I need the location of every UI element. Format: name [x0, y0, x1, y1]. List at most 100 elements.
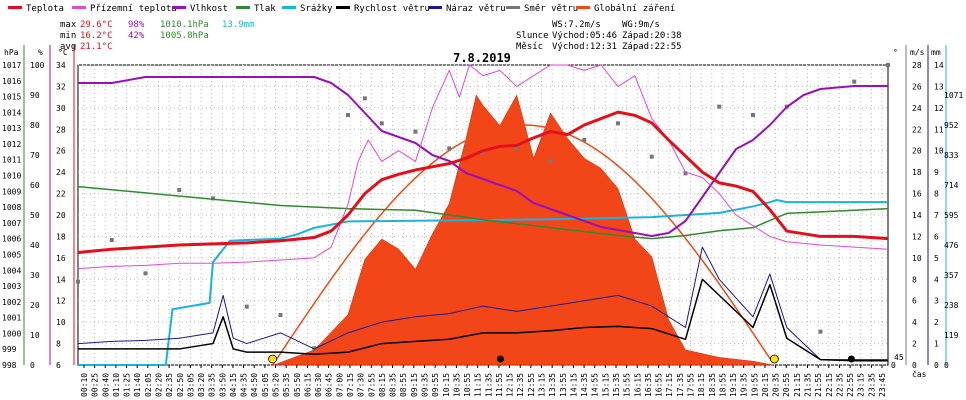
direction-cardinal: 135: [894, 0, 909, 2]
x-tick-label: 16:15: [633, 373, 642, 397]
x-tick-label: 18:15: [697, 373, 706, 397]
stats-moon-label: Měsíc: [516, 42, 543, 52]
pressure-tick: 998: [2, 361, 17, 370]
wind-direction-point: [278, 313, 283, 317]
rain-tick: 11: [934, 125, 944, 134]
wind-tick: 12: [912, 232, 922, 241]
rain-tick: 6: [934, 232, 939, 241]
moonrise-marker: [496, 355, 504, 363]
x-tick-label: 19:35: [740, 373, 749, 397]
legend-label: Vlhkost: [190, 4, 228, 14]
radiation-tick: 476: [944, 241, 959, 250]
pressure-tick: 1016: [2, 77, 21, 86]
x-tick-label: 07:30: [357, 373, 366, 397]
stats-max-temp: 29.6°C: [80, 20, 113, 30]
x-tick-label: 00:10: [80, 373, 89, 397]
stats-moon-rise: Východ:12:31: [552, 42, 617, 52]
pressure-axis-unit: hPa: [4, 48, 19, 57]
x-tick-label: 10:15: [442, 373, 451, 397]
x-tick-label: 04:15: [229, 373, 238, 397]
x-tick-label: 06:45: [325, 373, 334, 397]
x-tick-label: 09:55: [431, 373, 440, 397]
series-náraz-větru: [77, 246, 888, 361]
x-tick-label: 03:05: [186, 373, 195, 397]
wind-direction-point: [717, 104, 722, 109]
pressure-tick: 1005: [2, 250, 21, 259]
pressure-tick: 999: [2, 345, 17, 354]
x-tick-label: 03:20: [197, 373, 206, 397]
series-radiation-area: [273, 94, 774, 366]
direction-tick: SE: [891, 0, 901, 2]
stats-ws: WS:7.2m/s: [552, 20, 601, 30]
series-vlhkost: [78, 76, 888, 237]
pressure-tick: 1009: [2, 187, 21, 196]
legend-swatch: [506, 6, 520, 9]
x-tick-label: 00:25: [91, 373, 100, 397]
humidity-tick: 10: [30, 331, 40, 340]
stats-sun-set: Západ:20:38: [622, 31, 682, 41]
stats-min-hum: 42%: [128, 31, 145, 41]
x-tick-label: 20:15: [761, 373, 770, 397]
radiation-tick: 357: [944, 271, 959, 280]
direction-tick: S: [891, 0, 896, 2]
rain-tick: 8: [934, 190, 939, 199]
stats-sun-label: Slunce: [516, 31, 549, 41]
temperature-tick: 12: [56, 297, 66, 306]
x-tick-label: 07:00: [335, 373, 344, 397]
rain-tick: 9: [934, 168, 939, 177]
legend-label: Teplota: [26, 4, 64, 14]
legend-label: Globální záření: [594, 4, 675, 14]
temperature-tick: 26: [56, 147, 66, 156]
wind-tick: 20: [912, 147, 922, 156]
legend-swatch: [428, 6, 442, 9]
rain-tick: 4: [934, 275, 939, 284]
temperature-tick: 28: [56, 125, 66, 134]
wind-axis-unit: m/s: [910, 48, 925, 57]
wind-tick: 24: [912, 104, 922, 113]
direction-cardinal: 360: [894, 0, 909, 2]
humidity-tick: 100: [30, 61, 45, 70]
stats-avg-temp: 21.1°C: [80, 42, 113, 52]
stats-max-press: 1010.1hPa: [160, 20, 209, 30]
x-tick-label: 19:15: [729, 373, 738, 397]
humidity-tick: 40: [30, 241, 40, 250]
solar-elevation-curve: [272, 124, 773, 366]
x-tick-label: 16:35: [644, 373, 653, 397]
x-tick-label: 02:20: [154, 373, 163, 397]
x-tick-label: 05:20: [272, 373, 281, 397]
legend-label: Srážky: [300, 4, 333, 14]
stats-min-temp: 16.2°C: [80, 31, 113, 41]
x-tick-label: 05:50: [293, 373, 302, 397]
x-tick-label: 17:35: [676, 373, 685, 397]
stats-min-label: min: [60, 31, 76, 41]
x-tick-label: 03:35: [208, 373, 217, 397]
rain-axis-unit: mm: [931, 48, 941, 57]
temperature-axis-unit: °C: [58, 48, 68, 57]
wind-direction-point: [109, 238, 114, 242]
x-tick-label: 16:55: [655, 373, 664, 397]
stats-sun-rise: Východ:05:46: [552, 31, 617, 41]
wind-direction-point: [447, 146, 452, 151]
x-tick-label: 02:35: [165, 373, 174, 397]
direction-tick: NW: [891, 0, 901, 2]
pressure-tick: 1017: [2, 61, 21, 70]
x-tick-label: 21:15: [793, 373, 802, 397]
rain-tick: 10: [934, 147, 944, 156]
x-tick-label: 06:15: [303, 373, 312, 397]
wind-direction-point: [211, 196, 215, 201]
temperature-tick: 10: [56, 318, 66, 327]
radiation-tick: 714: [944, 181, 959, 190]
pressure-tick: 1011: [2, 156, 21, 165]
series-přízemní-teplota: [77, 64, 889, 270]
x-tick-label: 00:40: [101, 373, 110, 397]
x-tick-label: 06:30: [314, 373, 323, 397]
temperature-tick: 8: [56, 340, 61, 349]
humidity-tick: 60: [30, 181, 40, 190]
direction-cardinal: 90: [894, 0, 904, 2]
rain-tick: 5: [934, 254, 939, 263]
temperature-tick: 34: [56, 61, 66, 70]
direction-tick: E: [891, 0, 896, 2]
pressure-tick: 1014: [2, 108, 21, 117]
x-tick-label: 09:35: [420, 373, 429, 397]
legend: Teplota Přízemní teplota Vlhkost Tlak Srážky…: [8, 4, 675, 14]
